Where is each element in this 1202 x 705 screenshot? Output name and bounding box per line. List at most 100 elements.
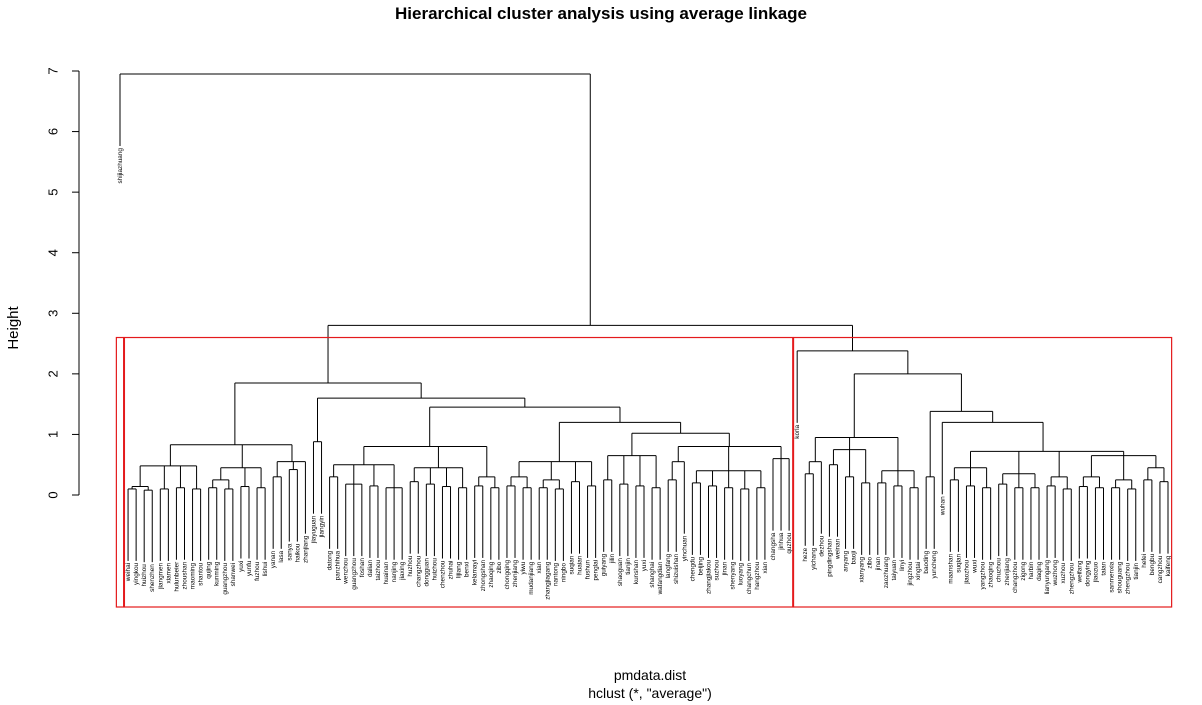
- leaf-label: weifang: [1076, 560, 1083, 583]
- leaf-label: jiaxing: [399, 561, 406, 581]
- leaf-label: kunming: [214, 561, 221, 586]
- leaf-label: weinan: [834, 538, 841, 560]
- leaf-label: dalian: [367, 559, 374, 577]
- leaf-label: zhenjiang: [512, 559, 519, 587]
- leaf-label: xuzhou: [1060, 562, 1067, 583]
- leaf-label: zhaoqing: [988, 561, 995, 587]
- leaf-label: bengbu: [1149, 553, 1156, 575]
- leaf-label: zhangjiakou: [705, 559, 712, 594]
- leaf-label: baoji: [851, 551, 858, 565]
- leaf-label: fushun: [585, 559, 592, 579]
- leaf-label: xian: [762, 561, 769, 573]
- leaf-label: shijiazhuang: [117, 148, 124, 184]
- leaf-label: weihai: [125, 563, 132, 582]
- leaf-label: lasa: [278, 550, 285, 562]
- cluster-rect: [123, 336, 794, 608]
- leaf-label: anyang: [843, 550, 850, 571]
- leaf-label: korla: [794, 424, 801, 438]
- cluster-rect: [115, 336, 125, 608]
- leaf-label: shenyang: [730, 561, 737, 589]
- leaf-label: jinhua: [778, 532, 785, 551]
- leaf-label: shizuishan: [673, 553, 680, 584]
- leaf-label: huzhou: [407, 555, 414, 576]
- leaf-label: yuxi: [238, 561, 245, 572]
- leaf-label: dezhou: [818, 535, 825, 556]
- leaf-label: kelamayi: [472, 560, 479, 585]
- leaf-label: changchun: [746, 563, 753, 595]
- leaf-label: datong: [327, 550, 334, 570]
- leaf-label: yichang: [810, 547, 817, 569]
- leaf-label: mudanjiang: [528, 561, 535, 594]
- y-tick-label: 4: [45, 249, 60, 256]
- leaf-label: haikou: [294, 543, 301, 562]
- leaf-label: zhengzhou: [1125, 563, 1132, 595]
- leaf-label: zhongshan: [480, 559, 487, 591]
- leaf-label: jiangyin: [319, 515, 326, 538]
- leaf-label: xingtai: [915, 562, 922, 580]
- leaf-label: hangzhou: [754, 561, 761, 590]
- y-tick-label: 3: [45, 310, 60, 317]
- leaf-label: suqian: [955, 553, 962, 572]
- y-tick-label: 2: [45, 370, 60, 377]
- leaf-label: chuzhou: [996, 558, 1003, 583]
- leaf-label: sanmenxia: [1109, 561, 1116, 592]
- leaf-label: shenzhen: [149, 564, 156, 592]
- leaf-label: luoyang: [738, 563, 745, 586]
- leaf-label: yiwu: [520, 561, 527, 574]
- y-tick-label: 0: [45, 491, 60, 498]
- method-label: hclust (*, "average"): [588, 685, 712, 701]
- leaf-label: heze: [802, 547, 809, 561]
- leaf-label: yanan: [270, 550, 277, 568]
- leaf-label: yunfu: [246, 560, 253, 576]
- leaf-label: shaoguan: [617, 558, 624, 587]
- leaf-label: zaozhuang: [883, 556, 890, 588]
- leaf-label: lianyungang: [1044, 559, 1051, 594]
- leaf-label: hefei: [1141, 554, 1148, 568]
- leaf-label: xianyang: [859, 556, 866, 582]
- leaf-label: taiyuan: [891, 559, 898, 580]
- leaf-label: changsha: [770, 532, 777, 560]
- y-tick-label: 5: [45, 189, 60, 196]
- leaf-label: foshan: [359, 558, 366, 578]
- leaf-label: dongying: [1084, 560, 1091, 586]
- y-tick-label: 6: [45, 128, 60, 135]
- leaf-label: zhoushan: [181, 561, 188, 589]
- leaf-label: yuxi: [641, 560, 648, 571]
- leaf-label: huainan: [383, 561, 390, 584]
- leaf-label: nantong: [552, 563, 559, 587]
- leaf-label: huizhou: [141, 564, 148, 587]
- leaf-label: huaian: [577, 555, 584, 575]
- leaf-label: chongqing: [504, 559, 511, 589]
- leaf-label: wenzhou: [343, 558, 350, 585]
- leaf-label: nanjing: [391, 561, 398, 582]
- leaf-label: yangzhou: [980, 561, 987, 589]
- leaf-label: zhaoqing: [488, 561, 495, 587]
- leaf-label: changzhou: [415, 555, 422, 587]
- leaf-label: jiaozuo: [1092, 561, 1099, 583]
- leaf-label: baoding: [923, 550, 930, 573]
- leaf-label: yuncheng: [931, 550, 938, 578]
- leaf-label: harbin: [1028, 561, 1035, 579]
- leaf-label: zibo: [496, 561, 503, 573]
- leaf-label: suqian: [568, 555, 575, 574]
- leaf-label: jiaozhou: [963, 559, 970, 584]
- cluster-rect: [792, 336, 1173, 608]
- leaf-label: jingzhou: [907, 561, 914, 586]
- leaf-label: wuzhong: [1052, 559, 1059, 586]
- y-axis: 0 1 2 3 4 5 6 7: [45, 67, 80, 499]
- leaf-label: linyi: [899, 560, 906, 571]
- leaf-label: changzhou: [1012, 561, 1019, 593]
- leaf-label: ningbo: [560, 563, 567, 583]
- leaf-label: pingdingshan: [826, 538, 833, 576]
- leaf-label: langfang: [665, 553, 672, 578]
- leaf-label: xiamen: [165, 563, 172, 584]
- leaf-label: jinan: [875, 556, 882, 571]
- cluster-rectangles: [115, 336, 1173, 608]
- dendrogram-tree: [119, 73, 1169, 563]
- leaf-label: tianjin: [625, 558, 632, 575]
- leaf-label: shouguang: [1117, 561, 1124, 593]
- leaf-label: zigong: [1020, 561, 1027, 580]
- chart-title: Hierarchical cluster analysis using aver…: [395, 4, 807, 23]
